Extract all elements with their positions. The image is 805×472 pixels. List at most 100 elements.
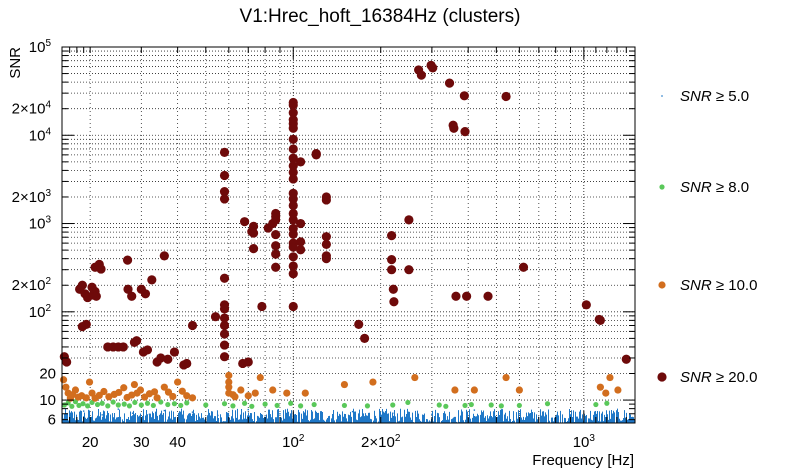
data-point-snr20 (621, 354, 631, 364)
data-point-snr8 (274, 402, 280, 409)
data-point-snr10 (225, 371, 233, 380)
axis-ticks (62, 46, 636, 423)
data-point-snr20 (404, 215, 414, 225)
data-point-snr20 (271, 215, 281, 225)
data-point-snr8 (390, 402, 396, 408)
data-point-snr20 (210, 312, 221, 322)
legend-label: SNR ≥ 20.0 (680, 369, 757, 386)
data-point-snr20 (187, 320, 198, 331)
data-point-snr20 (296, 218, 306, 229)
data-point-snr5 (279, 413, 281, 415)
data-point-snr5 (101, 414, 103, 416)
data-point-snr20 (182, 358, 192, 369)
data-point-snr10 (614, 386, 622, 394)
data-point-snr8 (436, 402, 442, 408)
data-point-snr20 (288, 161, 298, 171)
data-point-snr5 (117, 408, 120, 410)
data-point-snr20 (387, 231, 397, 241)
legend-label: SNR ≥ 8.0 (680, 179, 749, 196)
data-point-snr20 (444, 78, 455, 88)
data-point-snr20 (271, 241, 281, 251)
data-point-snr20 (288, 215, 298, 225)
data-point-snr20 (581, 300, 591, 310)
x-tick-label: 30 (133, 434, 150, 451)
data-point-snr8 (150, 402, 156, 409)
data-point-snr20 (387, 255, 397, 265)
data-point-snr20 (118, 342, 128, 352)
data-point-snr20 (219, 329, 230, 339)
data-point-snr10 (169, 392, 177, 401)
data-point-snr10 (411, 373, 419, 382)
data-point-snr10 (340, 380, 349, 389)
data-point-snr10 (120, 384, 128, 392)
data-point-snr5 (431, 413, 433, 416)
data-point-snr5 (518, 413, 521, 415)
data-point-snr10 (269, 386, 277, 394)
data-point-snr20 (404, 265, 414, 275)
data-point-snr20 (483, 291, 493, 301)
data-point-snr20 (81, 319, 91, 330)
data-point-snr5 (191, 411, 194, 413)
data-point-snr8 (69, 403, 75, 409)
data-point-snr20 (288, 200, 298, 211)
data-point-snr8 (121, 401, 127, 407)
legend-marker (657, 372, 667, 382)
data-point-snr10 (62, 383, 70, 391)
data-point-snr20 (288, 269, 298, 279)
data-point-snr10 (283, 389, 291, 397)
data-point-snr8 (138, 402, 144, 408)
data-point-snr20 (321, 254, 331, 264)
data-point-snr20 (459, 91, 469, 101)
data-point-snr20 (288, 123, 298, 133)
data-point-snr20 (142, 345, 153, 355)
data-point-snr10 (71, 386, 80, 394)
data-point-snr10 (150, 388, 159, 396)
data-point-snr20 (169, 347, 180, 357)
data-point-snr20 (271, 249, 281, 259)
data-point-snr20 (219, 352, 230, 362)
data-point-snr5 (131, 412, 134, 414)
data-point-snr10 (174, 378, 182, 386)
data-point-snr20 (460, 127, 470, 137)
data-point-snr10 (606, 373, 614, 382)
data-point-snr5 (148, 413, 151, 416)
data-point-snr20 (219, 170, 230, 181)
data-point-snr8 (311, 401, 317, 408)
data-point-snr20 (243, 357, 253, 367)
data-point-snr10 (153, 394, 161, 402)
x-tick-label: 102 (282, 433, 305, 451)
data-point-snr20 (219, 313, 230, 323)
y-tick-label: 20 (39, 366, 56, 383)
data-point-snr20 (288, 261, 298, 271)
data-point-snr20 (288, 194, 298, 204)
data-point-snr8 (544, 401, 551, 407)
data-point-snr20 (296, 237, 306, 247)
data-point-snr10 (183, 392, 191, 400)
data-point-snr20 (219, 340, 230, 350)
data-point-snr10 (225, 383, 233, 391)
data-point-snr10 (130, 380, 139, 389)
y-tick-label: 2×103 (12, 188, 52, 206)
data-point-snr5 (82, 410, 85, 412)
legend-label: SNR ≥ 5.0 (680, 88, 749, 105)
data-point-snr20 (248, 228, 259, 238)
data-point-snr5 (473, 409, 476, 411)
data-point-snr10 (470, 386, 478, 394)
legend-marker (658, 281, 666, 289)
data-point-snr20 (156, 353, 166, 363)
y-tick-label: 104 (29, 126, 52, 144)
data-point-snr8 (94, 401, 101, 408)
data-point-snr8 (405, 399, 411, 406)
data-point-snr5 (217, 414, 219, 417)
data-point-snr20 (387, 265, 397, 275)
y-tick-label: 10 (39, 392, 56, 409)
data-point-snr20 (359, 333, 370, 343)
data-point-snr10 (502, 373, 510, 382)
data-point-snr20 (321, 239, 331, 250)
data-point-snr8 (341, 402, 348, 409)
data-point-snr20 (248, 244, 259, 254)
data-point-snr20 (311, 148, 321, 159)
data-point-snr20 (122, 255, 133, 265)
data-point-snr20 (288, 229, 298, 239)
